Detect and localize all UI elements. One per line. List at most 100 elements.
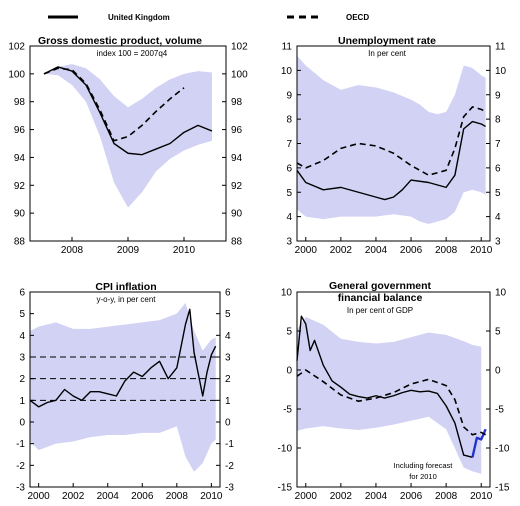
x-tick-label: 2010 — [173, 245, 196, 256]
y-tick-label-right: 11 — [495, 42, 506, 53]
y-tick-label-left: 100 — [8, 69, 25, 80]
y-tick-label-left: 11 — [282, 42, 293, 53]
panel-subtitle: y-o-y, in per cent — [97, 295, 157, 304]
x-tick-label: 2000 — [295, 491, 318, 502]
legend-oecd-label: OECD — [346, 13, 369, 22]
y-tick-label-right: 102 — [231, 42, 248, 53]
panel-title: Unemployment rate — [338, 35, 436, 47]
y-tick-label-right: 0 — [225, 418, 231, 429]
forecast-note-line1: Including forecast — [394, 461, 454, 470]
y-tick-label-left: 3 — [286, 237, 292, 248]
y-tick-label-right: -2 — [225, 461, 234, 472]
panel-subtitle: In per cent of GDP — [347, 306, 413, 315]
y-tick-label-right: 5 — [225, 309, 231, 320]
y-tick-label-right: -3 — [225, 483, 234, 494]
y-tick-label-right: 10 — [495, 66, 507, 77]
y-tick-label-left: 3 — [19, 353, 25, 364]
y-tick-label-right: 5 — [495, 327, 501, 338]
y-tick-label-right: 90 — [231, 209, 243, 220]
y-tick-label-right: 0 — [495, 366, 501, 377]
x-tick-label: 2008 — [435, 491, 458, 502]
y-tick-label-right: -15 — [495, 483, 510, 494]
y-tick-label-right: 5 — [495, 188, 501, 199]
panel-gov-balance: -15 -15 -10 -10 -5 -5 0 0 5 5 10 10 2000 2002 2004 2006… — [278, 280, 510, 502]
y-tick-label-right: 2 — [225, 374, 231, 385]
x-tick-label: 2006 — [131, 491, 154, 502]
range-band — [297, 55, 486, 224]
y-tick-label-left: 0 — [286, 366, 292, 377]
y-tick-label-left: 10 — [281, 66, 293, 77]
range-band — [44, 64, 212, 208]
y-tick-label-right: 1 — [225, 396, 231, 407]
x-tick-label: 2004 — [365, 245, 388, 256]
panel-gdp: 88 88 90 90 92 92 94 94 96 96 98 98 100 100 102 102 2008… — [8, 35, 248, 256]
y-tick-label-left: 98 — [14, 97, 26, 108]
y-tick-label-left: 90 — [14, 209, 26, 220]
y-tick-label-left: 102 — [8, 42, 25, 53]
x-tick-label: 2006 — [400, 491, 423, 502]
y-tick-label-left: 9 — [286, 90, 292, 101]
y-tick-label-left: -2 — [16, 461, 25, 472]
panel-subtitle: In per cent — [368, 49, 407, 58]
x-tick-label: 2000 — [295, 245, 318, 256]
y-tick-label-right: 9 — [495, 90, 501, 101]
y-tick-label-right: 98 — [231, 97, 243, 108]
y-tick-label-left: 5 — [19, 309, 25, 320]
series-line — [296, 106, 487, 176]
y-tick-label-right: -1 — [225, 439, 234, 450]
panel-unemployment: 3 3 4 4 5 5 6 6 7 7 8 8 9 9 10 10 11 11 2000 2002 2004 2006 20… — [281, 35, 507, 256]
y-tick-label-left: -3 — [16, 483, 25, 494]
y-tick-label-left: -1 — [16, 439, 25, 450]
y-tick-label-left: 1 — [19, 396, 25, 407]
series-line — [43, 67, 185, 142]
y-tick-label-right: -5 — [495, 405, 504, 416]
y-tick-label-right: 88 — [231, 237, 243, 248]
y-tick-label-right: 94 — [231, 153, 243, 164]
y-tick-label-left: 96 — [14, 125, 26, 136]
y-tick-label-left: -10 — [278, 444, 293, 455]
legend-uk-label: United Kingdom — [108, 13, 170, 22]
y-tick-label-right: 100 — [231, 69, 248, 80]
y-tick-label-right: 3 — [495, 237, 501, 248]
range-band — [30, 302, 216, 472]
x-tick-label: 2002 — [330, 491, 353, 502]
y-tick-label-left: 5 — [286, 327, 292, 338]
x-tick-label: 2000 — [28, 491, 51, 502]
x-tick-label: 2008 — [61, 245, 84, 256]
y-tick-label-left: 6 — [19, 288, 25, 299]
x-tick-label: 2002 — [62, 491, 85, 502]
panel-title-line2: financial balance — [338, 292, 423, 304]
y-tick-label-left: 4 — [286, 212, 292, 223]
x-tick-label: 2002 — [330, 245, 353, 256]
y-tick-label-left: 6 — [286, 163, 292, 174]
y-tick-label-left: 92 — [14, 181, 26, 192]
panel-subtitle: index 100 = 2007q4 — [97, 49, 168, 58]
x-tick-label: 2006 — [400, 245, 423, 256]
series-line — [296, 315, 473, 459]
y-tick-label-left: 88 — [14, 237, 26, 248]
y-tick-label-left: -15 — [278, 483, 293, 494]
y-tick-label-right: 96 — [231, 125, 243, 136]
forecast-note-line2: for 2010 — [409, 472, 437, 481]
x-tick-label: 2010 — [470, 245, 493, 256]
x-tick-label: 2008 — [435, 245, 458, 256]
plot-frame — [29, 291, 221, 488]
y-tick-label-left: 94 — [14, 153, 26, 164]
y-tick-label-left: 8 — [286, 115, 292, 126]
x-tick-label: 2008 — [166, 491, 189, 502]
y-tick-label-left: 5 — [286, 188, 292, 199]
y-tick-label-right: 10 — [495, 288, 507, 299]
legend: United Kingdom OECD — [48, 13, 369, 22]
series-line — [296, 120, 486, 201]
y-tick-label-right: 7 — [495, 139, 501, 150]
panel-cpi: -3 -3 -2 -2 -1 -1 0 0 1 1 2 2 3 3 4 4 5 5 6 6 2000 2002 2004 20… — [16, 281, 234, 502]
y-tick-label-right: 3 — [225, 353, 231, 364]
y-tick-label-right: 6 — [495, 163, 501, 174]
range-band — [297, 316, 482, 474]
y-tick-label-left: 2 — [19, 374, 25, 385]
y-tick-label-left: 7 — [286, 139, 292, 150]
y-tick-label-right: 8 — [495, 115, 501, 126]
x-tick-label: 2004 — [365, 491, 388, 502]
panel-title: Gross domestic product, volume — [38, 35, 202, 47]
